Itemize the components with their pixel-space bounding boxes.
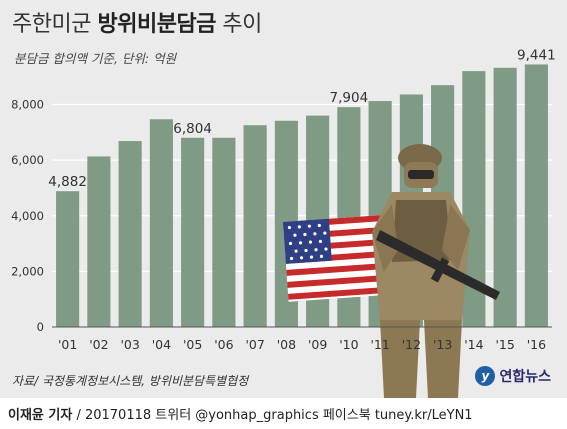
bar [56, 191, 80, 327]
bar-chart: 0 2,000 4,000 6,000 8,000 [11, 47, 556, 398]
chart-title: 주한미군 방위비분담금 추이 [12, 12, 262, 37]
bar [524, 64, 548, 328]
bar [212, 137, 236, 327]
y-tick-label: 8,000 [11, 98, 44, 112]
y-tick-label: 4,000 [11, 209, 44, 223]
bar [87, 156, 111, 327]
value-label: 6,804 [173, 121, 212, 137]
logo-text: 연합뉴스 [499, 369, 551, 385]
x-tick-label: '10 [339, 337, 358, 352]
bar [243, 125, 267, 328]
x-tick-label: '11 [370, 337, 389, 352]
x-tick-label: '04 [152, 337, 171, 352]
x-tick-label: '15 [495, 337, 514, 352]
soldier-with-us-flag-icon [283, 144, 500, 398]
y-axis-ticks: 0 2,000 4,000 6,000 8,000 [11, 98, 44, 335]
x-tick-label: '16 [527, 337, 546, 352]
yonhap-logo: y 연합뉴스 [475, 366, 551, 386]
bar [118, 141, 142, 327]
y-tick-label: 6,000 [11, 153, 44, 167]
yonhap-logo-icon: y [475, 366, 496, 386]
x-tick-label: '05 [183, 337, 202, 352]
credit-line: 이재윤 기자 / 20170118 트위터 @yonhap_graphics 페… [8, 408, 473, 423]
x-tick-label: '03 [120, 337, 139, 352]
value-label: 9,441 [517, 47, 556, 63]
x-tick-label: '01 [58, 337, 77, 352]
x-tick-label: '07 [245, 337, 264, 352]
x-tick-label: '08 [277, 337, 296, 352]
x-tick-label: '12 [402, 337, 421, 352]
bar [181, 137, 205, 327]
value-labels: 4,882 6,804 7,904 9,441 [48, 47, 555, 190]
chart-subtitle: 분담금 합의액 기준, 단위: 억원 [14, 51, 177, 66]
x-tick-label: '13 [433, 337, 452, 352]
y-tick-label: 2,000 [11, 264, 44, 278]
value-label: 7,904 [330, 90, 369, 106]
x-tick-label: '02 [89, 337, 108, 352]
x-tick-label: '14 [464, 337, 483, 352]
bar [462, 71, 486, 327]
x-tick-label: '09 [308, 337, 327, 352]
value-label: 4,882 [48, 174, 87, 190]
y-tick-label: 0 [37, 320, 44, 334]
x-axis-labels: '01 '02 '03 '04 '05 '06 '07 '08 '09 '10 '11 '12 '13 '… [58, 337, 546, 352]
bar [493, 67, 517, 327]
x-tick-label: '06 [214, 337, 233, 352]
source-note: 자료/ 국정통계정보시스템, 방위비분담특별협정 [12, 374, 249, 388]
bar [149, 119, 173, 328]
